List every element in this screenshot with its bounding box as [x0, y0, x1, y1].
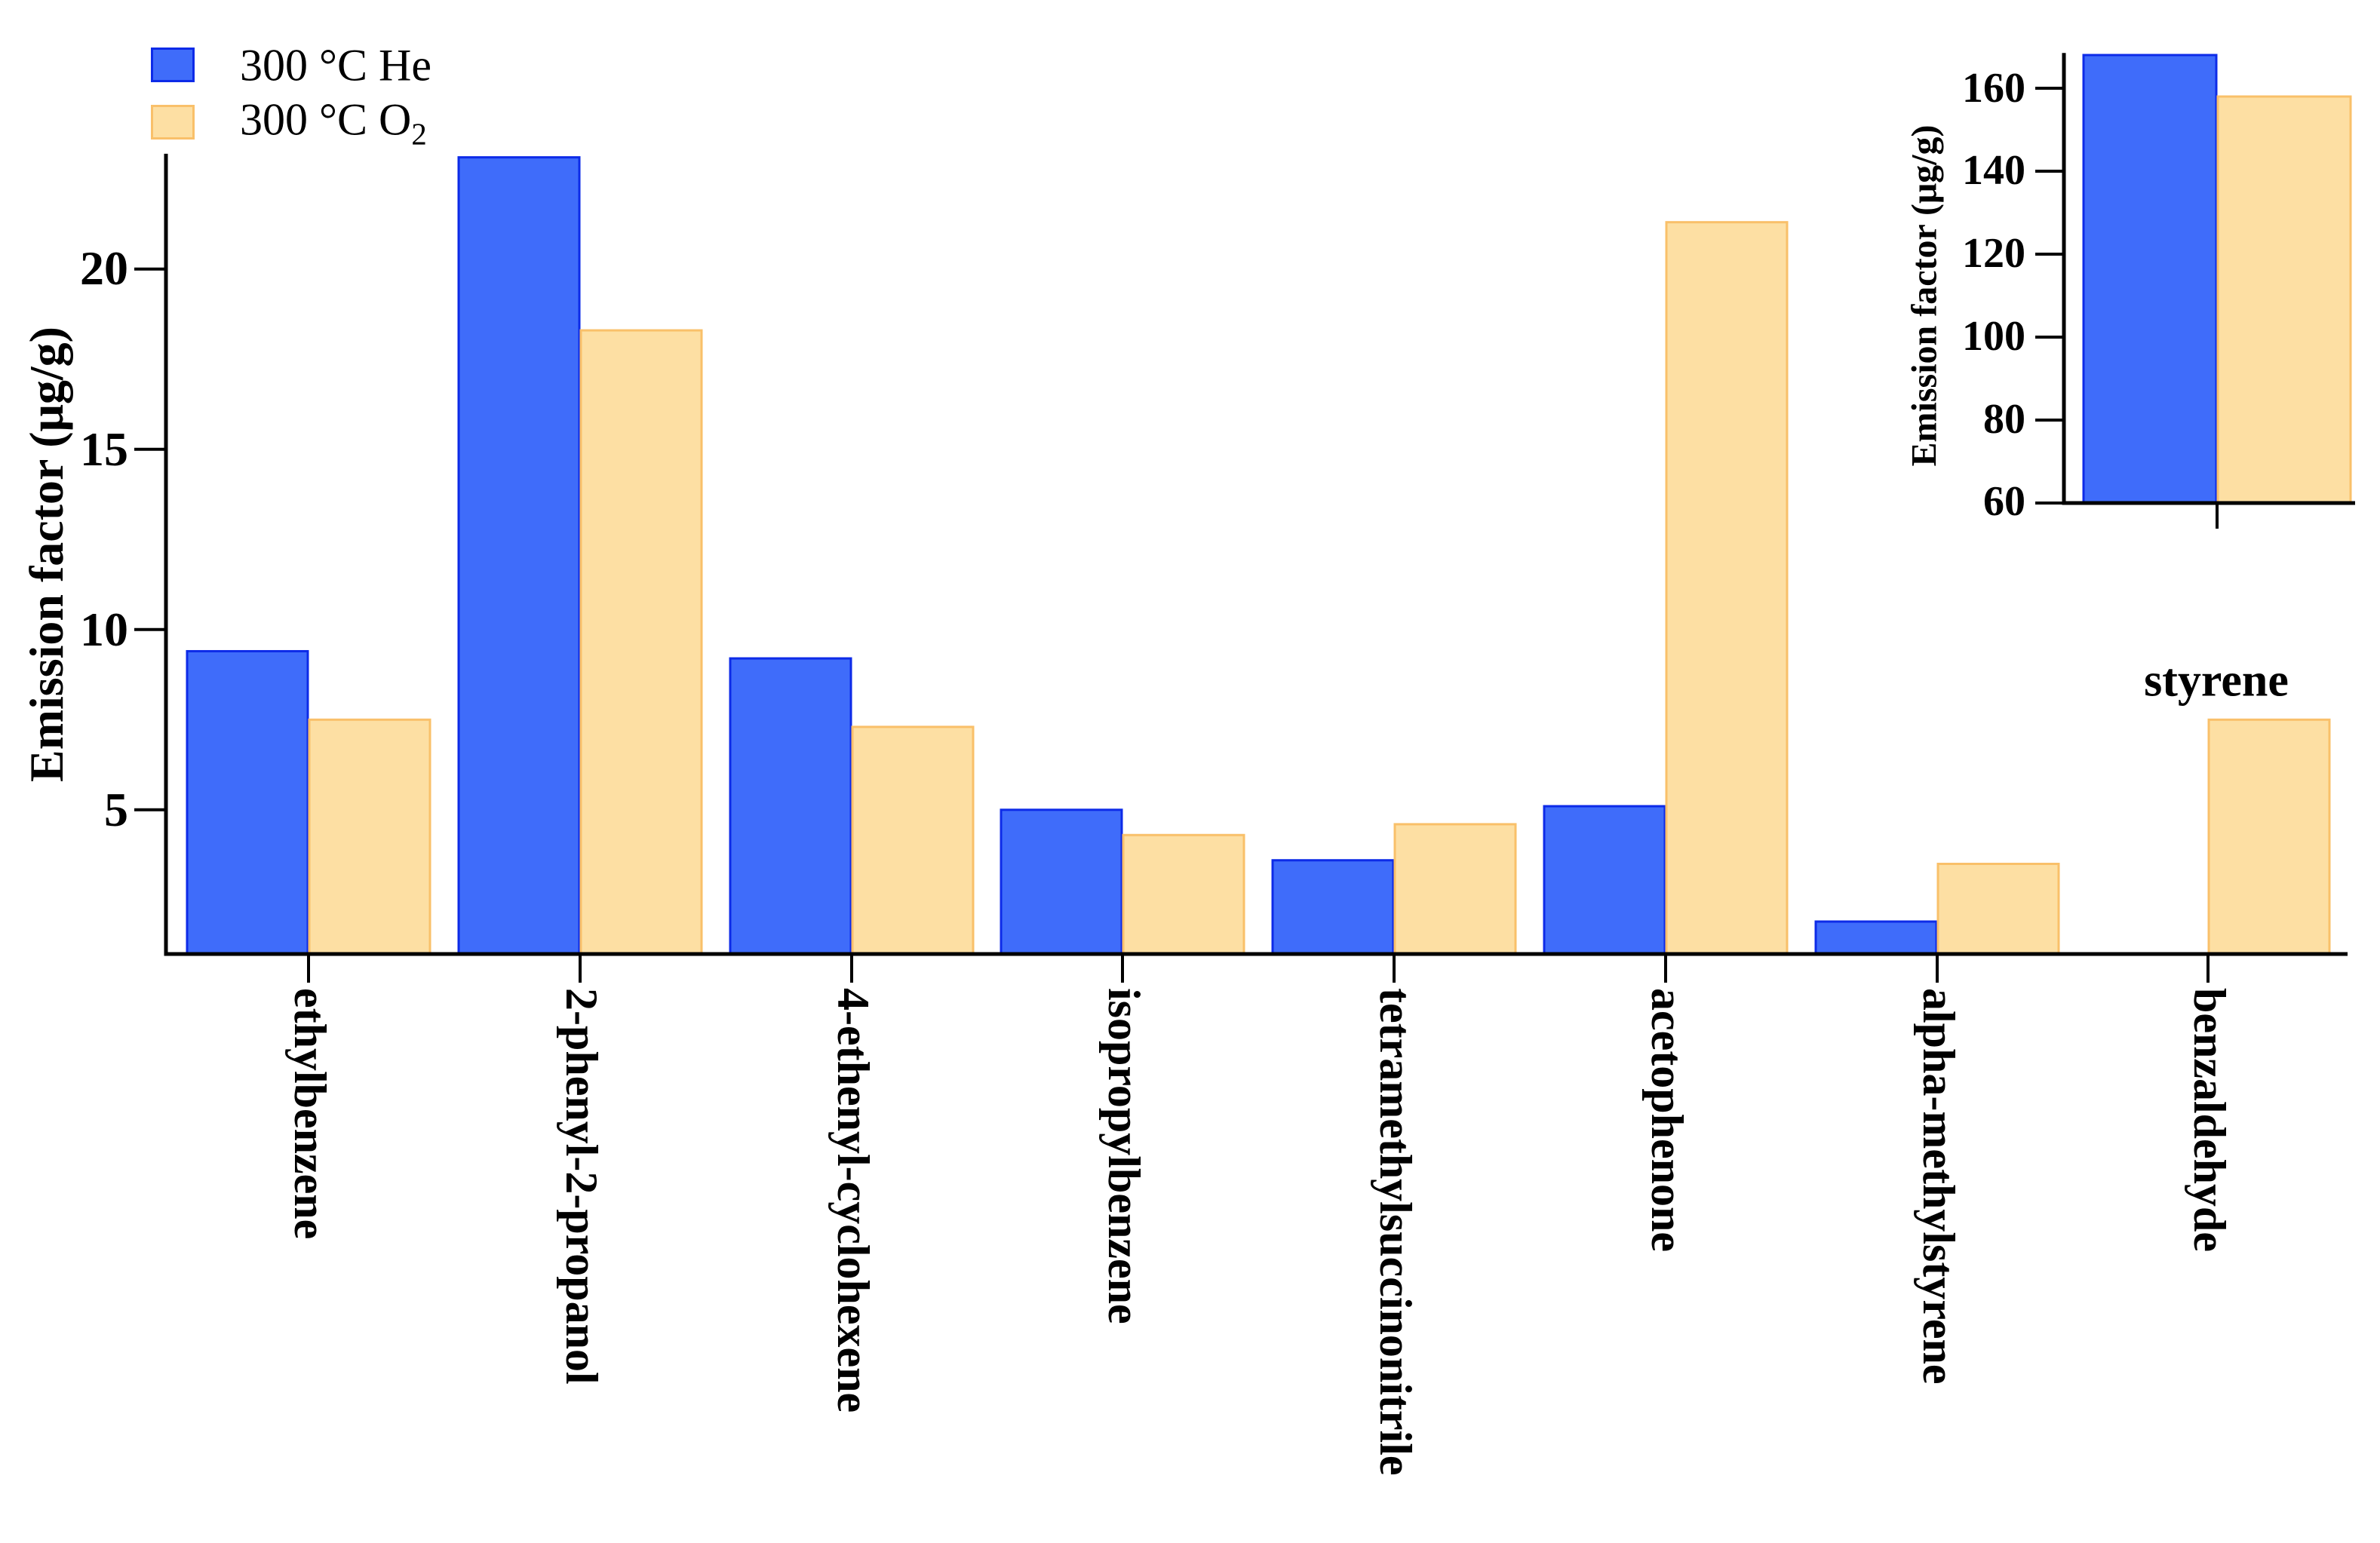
main-ytick-5: 5 — [104, 783, 128, 836]
legend-swatch-o2 — [151, 105, 195, 140]
bar-2-phenyl-2-propanol-o2 — [579, 329, 703, 956]
bar-alpha-methylstyrene-he — [1814, 920, 1938, 956]
bar-4-ethenyl-cyclohexene-o2 — [851, 725, 975, 956]
catlabel-ethylbenzene: ethylbenzene — [285, 988, 335, 1240]
inset-ytick-80: 80 — [1983, 396, 2025, 443]
bar-acetophenone-o2 — [1665, 221, 1789, 956]
legend-item-he: 300 °C He — [151, 41, 679, 90]
inset-ytick-160: 160 — [1962, 65, 2025, 112]
bar-2-phenyl-2-propanol-he — [457, 156, 581, 956]
main-ytick-20: 20 — [80, 241, 128, 295]
main-ytick-10: 10 — [80, 603, 128, 656]
catlabel-alpha-methylstyrene: alpha-methylstyrene — [1914, 988, 1964, 1385]
catlabel-acetophenone: acetophenone — [1642, 988, 1692, 1252]
catlabel-4-ethenyl-cyclohexene: 4-ethenyl-cyclohexene — [828, 988, 878, 1413]
bar-ethylbenzene-he — [186, 649, 309, 956]
legend-item-o2: 300 °C O2 — [151, 95, 679, 152]
catlabel-2-phenyl-2-propanol: 2-phenyl-2-propanol — [557, 988, 607, 1385]
bar-4-ethenyl-cyclohexene-he — [729, 657, 852, 956]
bar-styrene-he — [2082, 54, 2218, 505]
inset-ytick-120: 120 — [1962, 230, 2025, 277]
legend-label-he: 300 °C He — [240, 40, 431, 90]
bar-ethylbenzene-o2 — [308, 718, 431, 956]
bar-styrene-o2 — [2216, 95, 2352, 505]
catlabel-isopropylbenzene: isopropylbenzene — [1099, 988, 1149, 1324]
inset-ytick-100: 100 — [1962, 313, 2025, 360]
inset-ytick-60: 60 — [1983, 478, 2025, 525]
bar-alpha-methylstyrene-o2 — [1936, 863, 2060, 956]
inset-catlabel-styrene: styrene — [2144, 655, 2289, 707]
main-ytick-15: 15 — [80, 422, 128, 476]
bar-tetramethylsuccinonitrile-o2 — [1393, 823, 1517, 956]
catlabel-tetramethylsuccinonitrile: tetramethylsuccinonitrile — [1371, 988, 1420, 1476]
bar-isopropylbenzene-o2 — [1122, 833, 1245, 956]
main-axes — [164, 153, 2348, 956]
main-y-axis-title: Emission factor (μg/g) — [20, 327, 73, 782]
bar-acetophenone-he — [1543, 805, 1666, 956]
inset-ytick-140: 140 — [1962, 147, 2025, 194]
inset-y-axis-title: Emission factor (μg/g) — [1904, 124, 1945, 467]
bar-benzaldehyde-o2 — [2207, 718, 2331, 956]
legend-swatch-he — [151, 48, 195, 82]
bar-tetramethylsuccinonitrile-he — [1271, 859, 1395, 956]
bar-isopropylbenzene-he — [1000, 808, 1123, 956]
legend-label-o2: 300 °C O2 — [240, 94, 427, 152]
catlabel-benzaldehyde: benzaldehyde — [2185, 988, 2234, 1253]
